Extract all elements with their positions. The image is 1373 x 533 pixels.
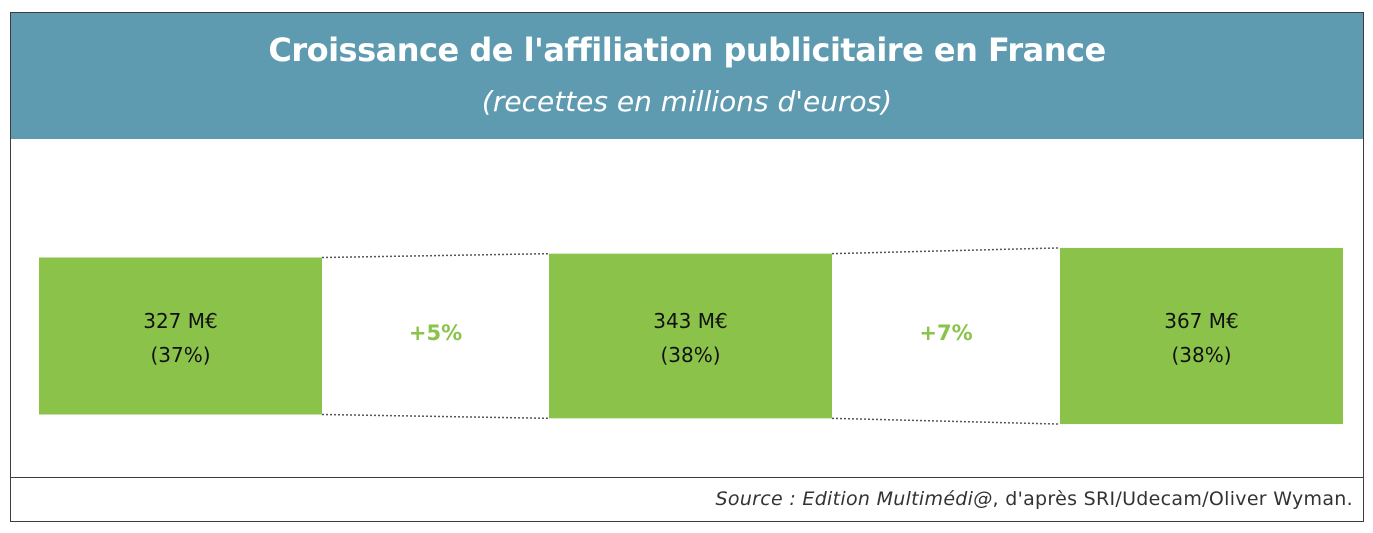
bar-share-label-1: (37%) <box>150 343 210 367</box>
source-attribution: , d'après SRI/Udecam/Oliver Wyman. <box>992 488 1353 510</box>
chart-header: Croissance de l'affiliation publicitaire… <box>11 13 1363 139</box>
connector-line-top-2 <box>831 247 1061 255</box>
bar-value-label-1: 327 M€ <box>143 309 218 333</box>
bar-3 <box>1060 247 1343 425</box>
bar-share-label-3: (38%) <box>1171 343 1231 367</box>
bar-2 <box>549 253 832 419</box>
bar-1 <box>39 257 322 415</box>
chart-subtitle: (recettes en millions d'euros) <box>481 85 893 118</box>
connector-line-bottom-1 <box>321 413 550 420</box>
bar-share-label-2: (38%) <box>660 343 720 367</box>
bar-chart: +5% +7% 327 M€ (37%) 343 M€ (38%) 367 M€ (38%) <box>39 247 1343 425</box>
connector-line-bottom-2 <box>831 417 1061 425</box>
bar-value-label-3: 367 M€ <box>1164 309 1239 333</box>
chart-title: Croissance de l'affiliation publicitaire… <box>268 31 1106 69</box>
growth-label-1: +5% <box>409 321 462 345</box>
source-publisher: Source : Edition Multimédi@ <box>715 488 993 510</box>
chart-frame: Croissance de l'affiliation publicitaire… <box>10 12 1364 522</box>
source-bar: Source : Edition Multimédi@, d'après SRI… <box>11 477 1363 521</box>
connector-line-top-1 <box>321 252 550 259</box>
growth-label-2: +7% <box>919 321 972 345</box>
plot-area: +5% +7% 327 M€ (37%) 343 M€ (38%) 367 M€ (38%) <box>11 139 1363 477</box>
source-note: Source : Edition Multimédi@, d'après SRI… <box>716 488 1353 510</box>
bar-value-label-2: 343 M€ <box>653 309 728 333</box>
